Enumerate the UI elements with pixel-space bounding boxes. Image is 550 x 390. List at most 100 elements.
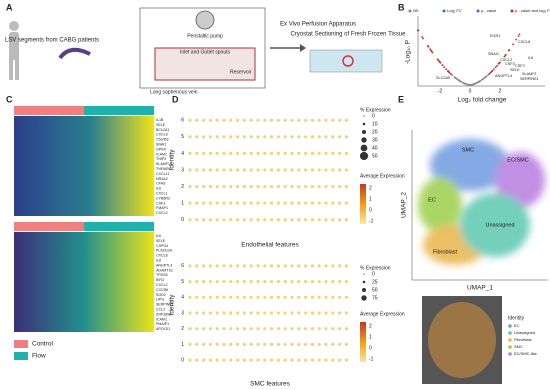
- cluster-label: Fibroblast: [433, 249, 458, 255]
- umap-clusters: [418, 139, 545, 265]
- dot: [263, 168, 267, 172]
- volcano-point: [518, 33, 521, 36]
- dot: [208, 280, 212, 284]
- dot: [310, 218, 314, 222]
- dot: [188, 264, 192, 268]
- volcano-point: [498, 61, 501, 64]
- volcano-point: [489, 71, 492, 74]
- dot: [310, 185, 314, 189]
- dot: [331, 264, 335, 268]
- dot: [324, 342, 328, 346]
- dot: [236, 264, 240, 268]
- dot: [215, 185, 219, 189]
- dot: [297, 327, 301, 331]
- dot: [324, 218, 328, 222]
- identity-label: 6: [181, 118, 184, 124]
- x-label: UMAP_1: [467, 285, 493, 292]
- dot: [242, 280, 246, 284]
- gene-label: CFAS: [156, 182, 166, 186]
- dot: [310, 295, 314, 299]
- dot: [344, 264, 348, 268]
- dot: [249, 135, 253, 139]
- legend-dot: [361, 295, 367, 301]
- dot: [270, 295, 274, 299]
- dot: [270, 151, 274, 155]
- legend-text: 0: [372, 271, 375, 277]
- dot: [229, 342, 233, 346]
- volcano-point: [421, 36, 424, 38]
- dot: [263, 358, 267, 362]
- dot: [249, 218, 253, 222]
- dot: [195, 151, 199, 155]
- dot: [290, 342, 294, 346]
- reservoir-text: Reservoir: [230, 69, 252, 75]
- panel-b: B -Log₁₀ P Log₂ fold change NS Log₂ FC p -…: [398, 2, 550, 103]
- panel-label: A: [6, 2, 13, 12]
- legend-text: Control: [32, 341, 54, 348]
- dot: [331, 295, 335, 299]
- dot: [297, 168, 301, 172]
- dot: [317, 168, 321, 172]
- gene-label: CXCR6: [156, 288, 168, 292]
- dot: [304, 185, 308, 189]
- dot: [344, 168, 348, 172]
- heatmap-bottom: [14, 232, 154, 332]
- dot: [208, 118, 212, 122]
- identity-label: 4: [181, 151, 184, 157]
- dot: [195, 342, 199, 346]
- dot: [283, 280, 287, 284]
- apparatus-text: Ex Vivo Perfusion Apparatus: [280, 22, 356, 28]
- dot: [222, 151, 226, 155]
- dot: [256, 358, 260, 362]
- volcano-point: [508, 49, 511, 51]
- legend-text: 50: [372, 287, 378, 293]
- gene-label: APOLD1: [156, 327, 170, 331]
- dot: [242, 264, 246, 268]
- volcano-point: [422, 37, 424, 40]
- dot: [188, 358, 192, 362]
- section-icon: [342, 55, 354, 67]
- dot: [202, 295, 206, 299]
- dot: [195, 185, 199, 189]
- dot: [249, 295, 253, 299]
- volcano-point: [517, 35, 520, 37]
- volcano-point: [445, 68, 447, 71]
- dot: [242, 118, 246, 122]
- gene-label: TNFAIP6: [156, 167, 171, 171]
- volcano-point: [417, 29, 419, 31]
- dot: [338, 168, 342, 172]
- dot: [263, 327, 267, 331]
- dot: [344, 358, 348, 362]
- dot: [202, 118, 206, 122]
- legend-text: EC/SMC-like: [514, 351, 538, 356]
- dot: [229, 201, 233, 205]
- dot: [256, 280, 260, 284]
- dot: [208, 358, 212, 362]
- dot: [270, 358, 274, 362]
- gene-label: FMAP1: [156, 206, 168, 210]
- dot: [256, 327, 260, 331]
- dot: [276, 358, 280, 362]
- dot: [242, 311, 246, 315]
- dot: [290, 311, 294, 315]
- volcano-point: [488, 72, 491, 75]
- tissue-section: [428, 302, 496, 378]
- dot: [263, 151, 267, 155]
- dot: [276, 168, 280, 172]
- gene-label: TNIP3: [156, 157, 166, 161]
- dot: [290, 168, 294, 172]
- dot: [276, 135, 280, 139]
- dot: [283, 311, 287, 315]
- dot: [215, 168, 219, 172]
- dot: [338, 118, 342, 122]
- legend-title: Identity: [508, 315, 525, 321]
- gene-label: ADAMTS1: [156, 268, 173, 272]
- gene-label: LIPG: [156, 298, 164, 302]
- dot: [297, 218, 301, 222]
- dot: [195, 327, 199, 331]
- cluster-label: EC/SMC: [507, 157, 528, 163]
- dot: [324, 201, 328, 205]
- dot: [208, 327, 212, 331]
- volcano-point: [431, 51, 434, 54]
- dot: [229, 168, 233, 172]
